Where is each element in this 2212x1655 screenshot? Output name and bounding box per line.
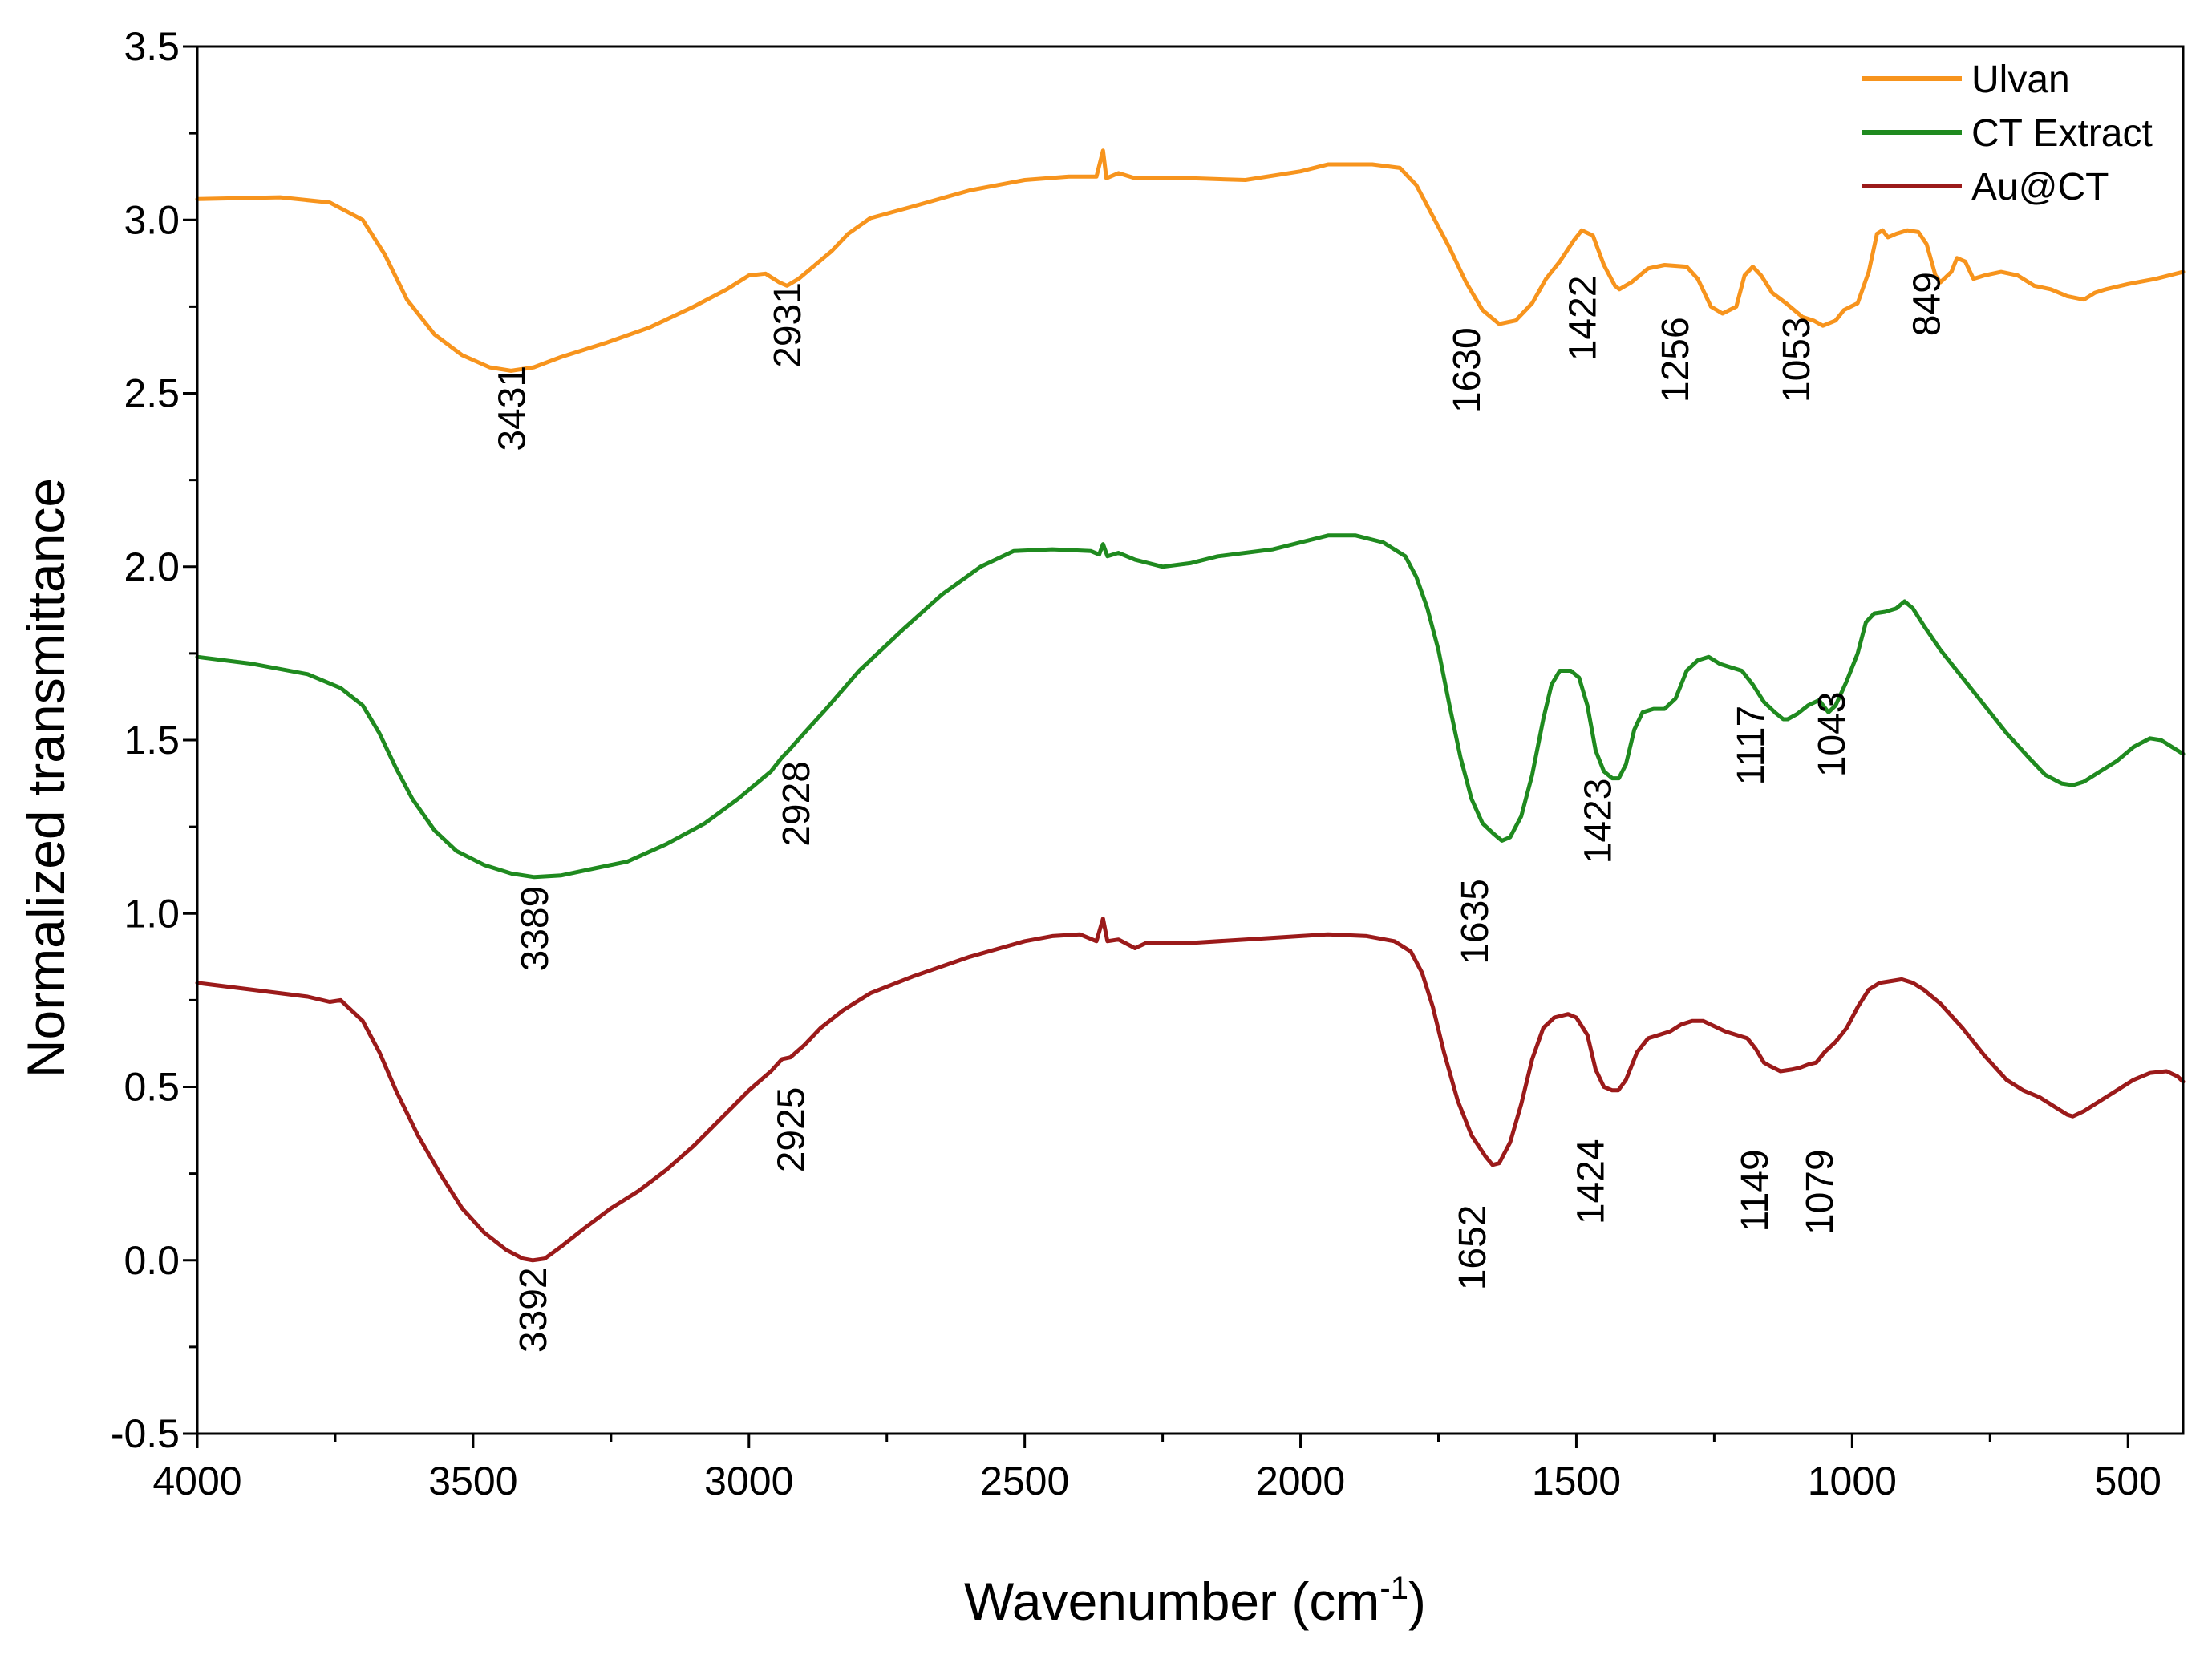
peak-label: 1079 xyxy=(1799,1149,1841,1235)
x-axis-title: Wavenumber (cm-1) xyxy=(964,1571,1426,1631)
x-axis-title-main: Wavenumber (cm xyxy=(964,1572,1379,1631)
legend-label: CT Extract xyxy=(1971,112,2153,155)
y-tick-label: 3.5 xyxy=(124,24,180,69)
x-tick-label: 500 xyxy=(2095,1459,2161,1503)
peak-label: 1423 xyxy=(1578,779,1620,864)
x-tick-label: 2000 xyxy=(1256,1459,1345,1503)
x-tick-label: 3500 xyxy=(428,1459,517,1503)
peak-label: 1424 xyxy=(1570,1139,1613,1224)
peak-label: 2925 xyxy=(770,1087,812,1173)
peak-label: 1043 xyxy=(1811,692,1853,778)
peak-label: 1630 xyxy=(1446,327,1489,413)
peak-label: 1652 xyxy=(1452,1205,1494,1291)
series-group xyxy=(195,148,2186,1263)
y-tick-label: 0.0 xyxy=(124,1238,180,1283)
peak-label: 1422 xyxy=(1562,276,1604,362)
peak-label: 1256 xyxy=(1655,317,1697,403)
series-line-ulvan xyxy=(195,148,2186,373)
peak-label: 1053 xyxy=(1776,317,1818,403)
x-tick-label: 1500 xyxy=(1532,1459,1621,1503)
series-line-ct-extract xyxy=(195,533,2186,880)
y-axis-title: Normalized transmittance xyxy=(16,478,75,1078)
y-tick-label: 2.5 xyxy=(124,371,180,416)
legend-label: Ulvan xyxy=(1971,59,2070,101)
series-line-au-ct xyxy=(195,917,2186,1263)
x-axis-title-superscript: -1 xyxy=(1379,1571,1408,1606)
peak-label: 3392 xyxy=(512,1267,555,1353)
peak-label: 2931 xyxy=(767,282,809,368)
y-tick-label: 2.0 xyxy=(124,544,180,589)
peak-label: 1635 xyxy=(1454,879,1497,965)
x-tick-label: 1000 xyxy=(1808,1459,1897,1503)
peak-label: 3431 xyxy=(491,366,533,451)
axes-group: 4000 3500 3000 2500 2000 1500 1000 500 -0.5 0.0 0.… xyxy=(111,24,2185,1503)
peak-label: 2928 xyxy=(776,761,818,847)
peak-annotations: 3431 2931 1630 1422 1256 1053 849 3389 2928 1635 1… xyxy=(491,272,1948,1353)
peak-label: 1149 xyxy=(1734,1149,1776,1232)
y-tick-label: 3.0 xyxy=(124,197,180,242)
x-tick-label: 3000 xyxy=(704,1459,793,1503)
x-tick-label: 4000 xyxy=(152,1459,241,1503)
peak-label: 849 xyxy=(1906,272,1949,336)
y-tick-label: 1.5 xyxy=(124,718,180,763)
x-tick-label: 2500 xyxy=(980,1459,1069,1503)
peak-label: 1117 xyxy=(1730,706,1772,786)
x-axis-title-suffix: ) xyxy=(1408,1572,1426,1631)
y-tick-label: 0.5 xyxy=(124,1065,180,1110)
legend: Ulvan CT Extract Au@CT xyxy=(1862,59,2153,208)
y-tick-label: 1.0 xyxy=(124,891,180,936)
legend-label: Au@CT xyxy=(1971,166,2109,208)
peak-label: 3389 xyxy=(514,886,557,972)
y-tick-label: -0.5 xyxy=(111,1411,180,1456)
